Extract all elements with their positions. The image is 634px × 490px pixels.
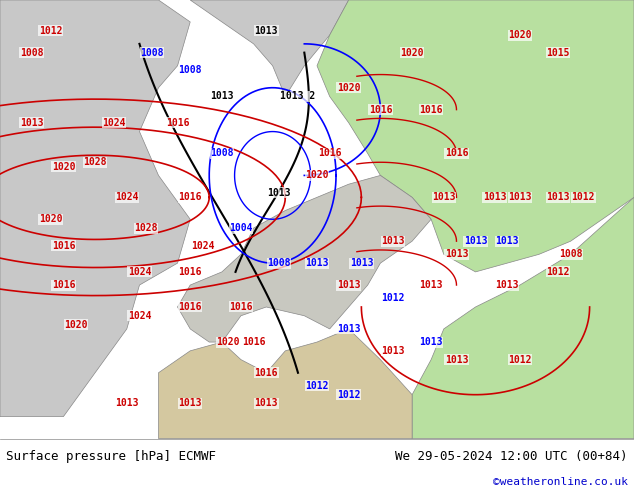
Text: 1013: 1013: [267, 188, 291, 198]
Text: 1013: 1013: [482, 193, 507, 202]
Text: 1016: 1016: [368, 105, 392, 115]
Text: 1016: 1016: [242, 337, 266, 347]
Text: 1013: 1013: [495, 280, 519, 290]
Text: 1012: 1012: [337, 390, 361, 400]
Text: 1013: 1013: [178, 398, 202, 409]
Text: 1013: 1013: [305, 258, 329, 268]
Text: 1016: 1016: [178, 193, 202, 202]
Text: 1024: 1024: [191, 241, 215, 250]
Text: 1012: 1012: [508, 355, 532, 365]
Polygon shape: [317, 0, 634, 272]
Text: 1013: 1013: [254, 398, 278, 409]
Text: 1020: 1020: [51, 162, 75, 172]
Text: 1016: 1016: [229, 302, 253, 312]
Text: 1016: 1016: [51, 241, 75, 250]
Text: 1008: 1008: [267, 258, 291, 268]
Text: 1004: 1004: [229, 223, 253, 233]
Polygon shape: [178, 175, 431, 342]
Text: ©weatheronline.co.uk: ©weatheronline.co.uk: [493, 477, 628, 487]
Polygon shape: [0, 0, 190, 416]
Text: 1013: 1013: [419, 280, 443, 290]
Text: 1008: 1008: [210, 148, 234, 158]
Text: 1016: 1016: [51, 280, 75, 290]
Text: 1020: 1020: [39, 214, 63, 224]
Text: 1016: 1016: [165, 118, 190, 128]
Text: 1028: 1028: [83, 157, 107, 167]
Text: 1013: 1013: [495, 236, 519, 246]
Text: 1013: 1013: [337, 280, 361, 290]
Text: 1028: 1028: [134, 223, 158, 233]
Text: 1012: 1012: [381, 293, 405, 303]
Text: 1024: 1024: [102, 118, 126, 128]
Text: 1008: 1008: [559, 249, 583, 259]
Text: 1024: 1024: [115, 193, 139, 202]
Text: 1015: 1015: [546, 48, 570, 58]
Polygon shape: [190, 0, 349, 97]
Text: 1008: 1008: [178, 65, 202, 75]
Text: 1013: 1013: [254, 25, 278, 36]
Text: 1020: 1020: [508, 30, 532, 40]
Text: 1020: 1020: [400, 48, 424, 58]
Text: 1008: 1008: [140, 48, 164, 58]
Text: 1013: 1013: [463, 236, 488, 246]
Text: 1013: 1013: [381, 346, 405, 356]
Text: 1016: 1016: [178, 302, 202, 312]
Text: 1012: 1012: [305, 381, 329, 391]
Text: 1016: 1016: [178, 267, 202, 277]
Text: 1013: 1013: [210, 92, 234, 101]
Text: 1012: 1012: [546, 267, 570, 277]
Text: 1012: 1012: [39, 25, 63, 36]
Text: We 29-05-2024 12:00 UTC (00+84): We 29-05-2024 12:00 UTC (00+84): [395, 450, 628, 463]
Text: 1020: 1020: [337, 83, 361, 93]
Text: 1016: 1016: [254, 368, 278, 378]
Text: 1013 2: 1013 2: [280, 92, 316, 101]
Text: 1013: 1013: [419, 337, 443, 347]
Text: 1020: 1020: [64, 319, 88, 330]
Text: 1013: 1013: [337, 324, 361, 334]
Text: 1013: 1013: [115, 398, 139, 409]
Text: 1008: 1008: [20, 48, 44, 58]
Polygon shape: [412, 197, 634, 439]
Text: 1013: 1013: [444, 249, 469, 259]
Text: 1013: 1013: [444, 355, 469, 365]
Text: 1013: 1013: [508, 193, 532, 202]
Text: 1013: 1013: [20, 118, 44, 128]
Text: 1013: 1013: [546, 193, 570, 202]
Text: 1020: 1020: [305, 171, 329, 180]
Text: 1016: 1016: [444, 148, 469, 158]
Text: 1013: 1013: [349, 258, 373, 268]
Text: 1012: 1012: [571, 193, 595, 202]
Text: 1024: 1024: [127, 311, 152, 321]
Text: 1013: 1013: [432, 193, 456, 202]
Text: 1016: 1016: [419, 105, 443, 115]
Polygon shape: [158, 329, 412, 439]
Text: Surface pressure [hPa] ECMWF: Surface pressure [hPa] ECMWF: [6, 450, 216, 463]
Text: 1016: 1016: [318, 148, 342, 158]
Text: 1024: 1024: [127, 267, 152, 277]
Text: 1020: 1020: [216, 337, 240, 347]
Text: 1013: 1013: [381, 236, 405, 246]
